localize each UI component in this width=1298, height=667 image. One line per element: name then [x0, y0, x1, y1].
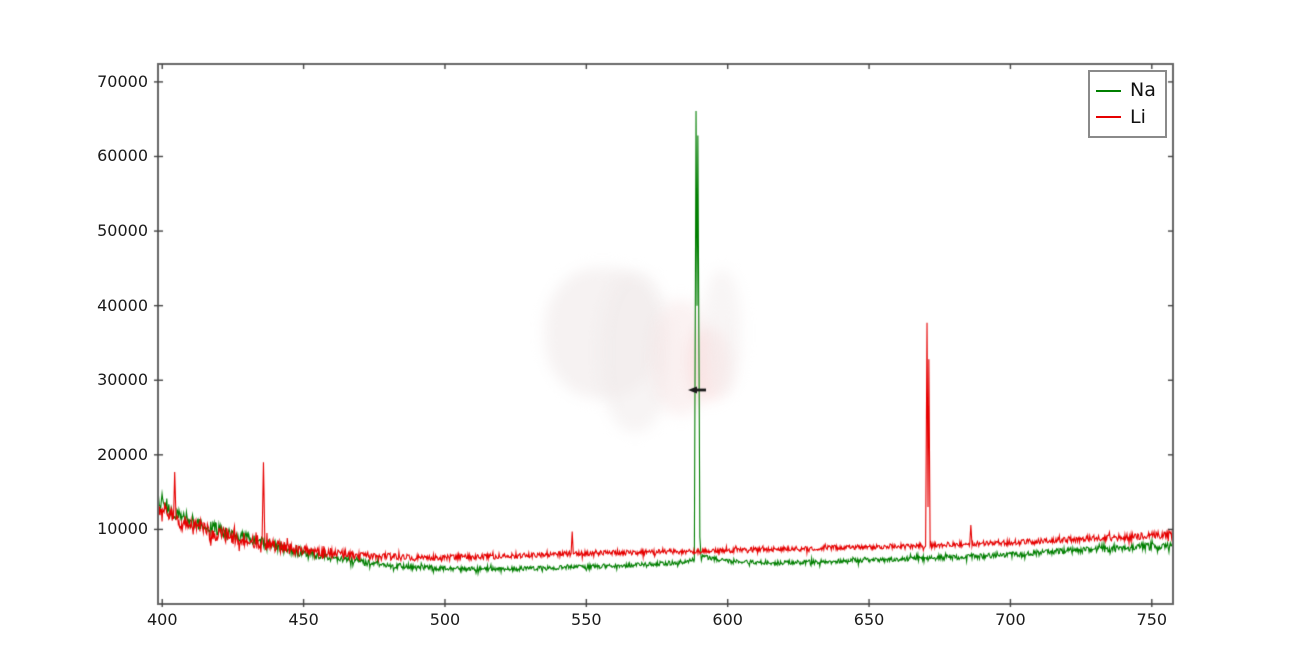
y-tick-label: 10000 [97, 519, 148, 539]
x-tick-label: 550 [571, 610, 602, 629]
legend-label-na: Na [1130, 79, 1156, 102]
li-line-swatch [1096, 116, 1121, 119]
y-tick-label: 40000 [97, 295, 148, 315]
x-tick-label: 750 [1136, 610, 1168, 629]
na-line-swatch [1096, 89, 1121, 92]
x-tick-label: 450 [288, 610, 319, 629]
x-tick-label: 650 [853, 610, 885, 629]
y-tick-label: 30000 [97, 370, 148, 390]
legend: Na Li [1088, 70, 1167, 138]
legend-entry-na: Na [1096, 81, 1159, 100]
x-tick-label: 700 [995, 610, 1026, 629]
legend-label-li: Li [1130, 105, 1146, 128]
y-tick-label: 50000 [97, 221, 148, 241]
legend-entry-li: Li [1096, 105, 1159, 128]
x-tick-label: 500 [429, 610, 461, 629]
x-tick-label: 400 [146, 610, 178, 629]
y-tick-label: 20000 [97, 444, 148, 464]
y-tick-label: 60000 [97, 146, 148, 166]
y-tick-label: 70000 [97, 71, 148, 91]
x-tick-label: 600 [712, 610, 743, 629]
